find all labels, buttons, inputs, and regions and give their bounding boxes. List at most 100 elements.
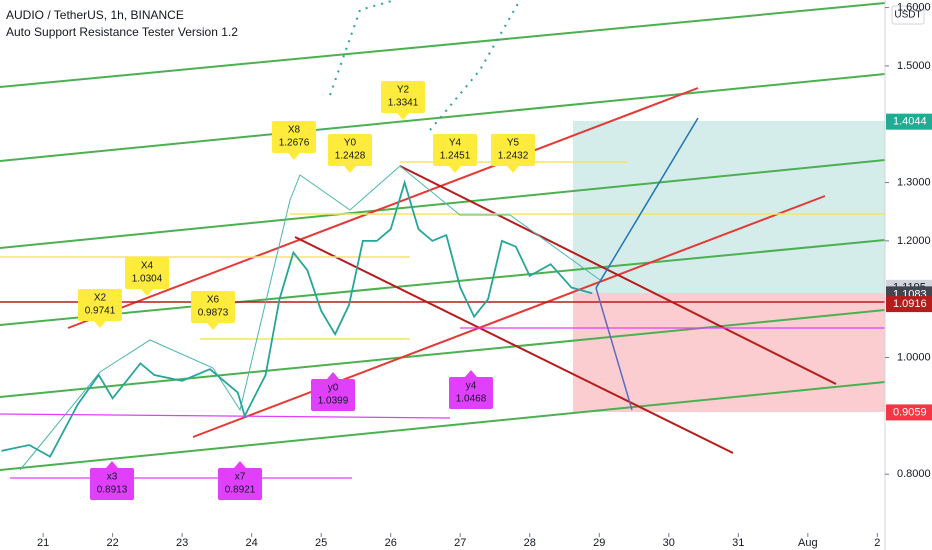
annotation-name: Y5 <box>507 138 520 149</box>
currency: USDT <box>894 10 921 21</box>
x-tick-label: 30 <box>663 537 675 549</box>
annotation-name: X2 <box>94 293 107 304</box>
plot <box>1 179 593 458</box>
down-line <box>399 165 837 385</box>
price-badge <box>886 113 932 130</box>
chart-title: AUDIO / TetherUS, 1h, BINANCE <box>6 8 184 22</box>
annotation-box <box>125 257 169 289</box>
channel-line <box>0 309 886 398</box>
annotation-pointer <box>234 461 246 468</box>
x-tick-label: 24 <box>246 537 258 549</box>
price-axis <box>885 0 932 550</box>
resistance-line <box>67 87 699 329</box>
x-tick-label: 21 <box>37 537 49 549</box>
annotation-value: 0.8921 <box>225 485 256 496</box>
annotation-name: x7 <box>235 472 246 483</box>
annotation-box <box>191 291 235 323</box>
x-tick-label: 2 <box>874 537 880 549</box>
y-tick-label: 1.5000 <box>897 60 931 72</box>
annotation-box <box>311 379 355 411</box>
y-tick-label: 1.3000 <box>897 176 931 188</box>
annotation-pointer <box>449 166 461 173</box>
x-tick-label: 23 <box>176 537 188 549</box>
x-tick-label: 31 <box>732 537 744 549</box>
y-tick-label: 1.6000 <box>897 1 931 13</box>
annotation-box <box>90 468 134 500</box>
annotation-box <box>449 377 493 409</box>
annotation-name: x3 <box>107 472 118 483</box>
annotation-value: 1.2432 <box>498 151 529 162</box>
annotation-pointer <box>327 372 339 379</box>
annotation-pointer <box>94 321 106 328</box>
channel-line <box>0 73 886 162</box>
x-tick-label: 26 <box>385 537 397 549</box>
annotation-pointer <box>106 461 118 468</box>
annotations: X2 0.9741 X4 1.0304 X6 0.9873 X8 1.2676 Y0 1.2428… <box>78 81 535 500</box>
annotation-box <box>328 134 372 166</box>
channel-line <box>0 239 886 326</box>
level <box>0 413 451 419</box>
currency-box <box>891 5 925 25</box>
x-tick-label: Aug <box>798 537 818 549</box>
annotation-pointer <box>141 289 153 296</box>
target-zone <box>573 121 885 293</box>
annotation-value: 0.9741 <box>85 306 116 317</box>
annotation-value: 0.9873 <box>198 308 229 319</box>
annotation-name: y0 <box>328 383 339 394</box>
annotation-value: 0.8913 <box>97 485 128 496</box>
annotation-value: 1.0399 <box>318 396 349 407</box>
annotation-value: 1.2451 <box>440 151 471 162</box>
price-badge-label: 1.4044 <box>893 116 927 128</box>
channel-line <box>0 2 886 88</box>
channel-line <box>0 381 886 471</box>
annotation-pointer <box>397 113 409 120</box>
annotation-name: y4 <box>466 381 477 392</box>
y-tick-label: 1.2000 <box>897 235 931 247</box>
annotation-box <box>218 468 262 500</box>
dotted-path <box>329 0 396 96</box>
annotation-name: Y0 <box>344 138 357 149</box>
annotation-value: 1.0304 <box>132 274 163 285</box>
annotation-box <box>272 121 316 153</box>
annotation-pointer <box>207 323 219 330</box>
annotation-box <box>381 81 425 113</box>
annotation-pointer <box>507 166 519 173</box>
y-tick-label: 1.0000 <box>897 351 931 363</box>
channel-line <box>0 159 886 249</box>
price-badge-label: 0.9059 <box>893 406 927 418</box>
zigzag <box>19 165 601 471</box>
price-badge-label: 1.0916 <box>893 298 927 310</box>
x-tick-label: 28 <box>524 537 536 549</box>
price-line <box>1 179 593 458</box>
trend-lines <box>0 0 886 479</box>
down-arrow <box>595 287 633 411</box>
annotation-box <box>78 289 122 321</box>
annotation-name: X8 <box>288 125 301 136</box>
annotation-value: 1.2676 <box>279 138 310 149</box>
annotation-name: Y2 <box>397 85 410 96</box>
annotation-name: X6 <box>207 295 220 306</box>
y-tick-label: 0.8000 <box>897 468 931 480</box>
chart-subtitle: Auto Support Resistance Tester Version 1… <box>6 25 238 39</box>
annotation-name: X4 <box>141 261 154 272</box>
annotation-box <box>491 134 535 166</box>
annotation-pointer <box>344 166 356 173</box>
x-tick-label: 29 <box>593 537 605 549</box>
price-badge <box>886 296 932 313</box>
x-tick-label: 25 <box>315 537 327 549</box>
support-line <box>192 195 826 438</box>
up-arrow <box>595 117 699 289</box>
stop-zone <box>573 293 885 412</box>
annotation-pointer <box>465 370 477 377</box>
x-tick-label: 27 <box>454 537 466 549</box>
down-line <box>294 236 734 454</box>
annotation-box <box>433 134 477 166</box>
annotation-pointer <box>288 153 300 160</box>
price-badge <box>886 404 932 421</box>
annotation-value: 1.0468 <box>456 394 487 405</box>
annotation-value: 1.2428 <box>335 151 366 162</box>
annotation-name: Y4 <box>449 138 462 149</box>
annotation-value: 1.3341 <box>388 98 419 109</box>
